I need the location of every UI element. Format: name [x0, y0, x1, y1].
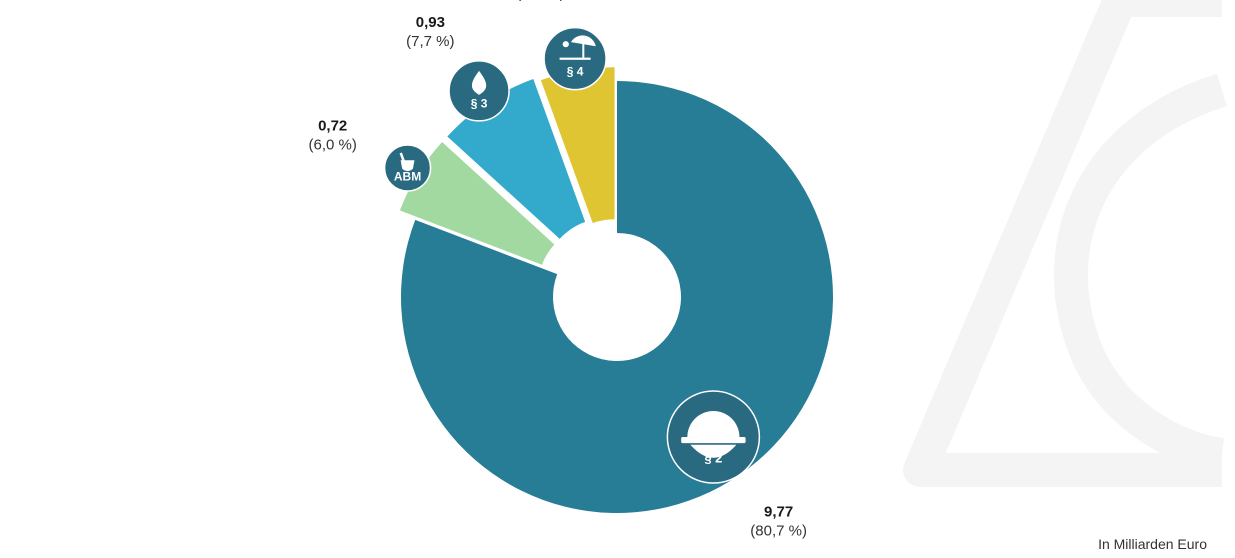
value-label: 0,93	[416, 14, 445, 31]
badge-3: § 3	[448, 60, 510, 122]
slice-2	[399, 142, 555, 265]
badge-1: § 2	[666, 390, 761, 484]
percent-label: (80,7 %)	[750, 523, 807, 540]
slice-badges: § 2 ABM § 3 § 4	[383, 26, 761, 484]
shovel-icon	[399, 152, 415, 172]
badge-label: ABM	[394, 170, 421, 184]
slice-labels: 9,77(80,7 %)0,72(6,0 %)0,93(7,7 %)0,67(5…	[308, 0, 807, 540]
hard-hat-icon	[681, 411, 746, 458]
badge-2: ABM	[383, 144, 432, 192]
water-drop-icon	[471, 70, 487, 95]
watermark-logo	[903, 0, 1228, 487]
percent-label: (5,6 %)	[516, 0, 564, 2]
badge-label: § 4	[567, 65, 584, 79]
badge-4: § 4	[543, 26, 607, 91]
percent-label: (7,7 %)	[406, 33, 454, 50]
value-label: 0,72	[318, 117, 347, 134]
slice-4	[540, 67, 615, 224]
donut-slices	[399, 67, 833, 513]
percent-label: (6,0 %)	[308, 136, 356, 153]
badge-label: § 2	[704, 450, 722, 465]
beach-umbrella-icon	[559, 35, 596, 60]
value-label: 9,77	[764, 504, 793, 521]
badge-label: § 3	[471, 96, 488, 110]
unit-note: In Milliarden Euro	[1098, 536, 1207, 552]
